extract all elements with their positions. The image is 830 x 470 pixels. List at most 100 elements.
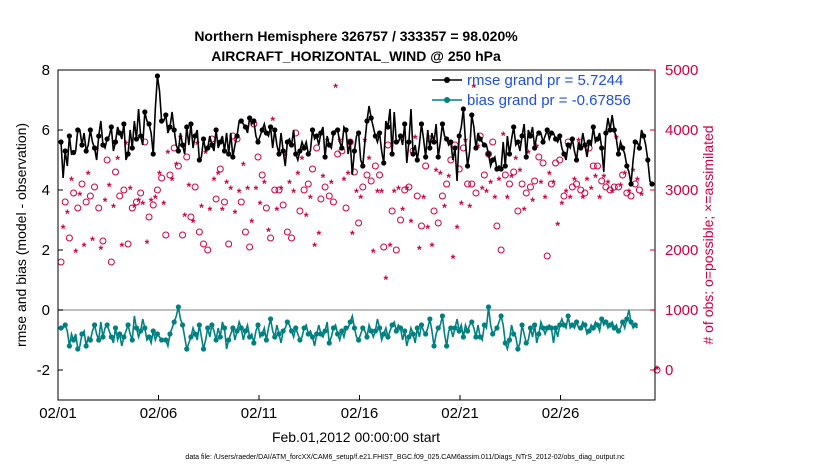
obs-assimilated-marker: * (69, 174, 74, 188)
bias-point (573, 319, 580, 325)
rmse-point (70, 149, 77, 156)
obs-possible-marker (262, 204, 270, 212)
obs-assimilated-marker: * (551, 177, 556, 191)
obs-possible-marker (417, 222, 425, 230)
x-tick-label: 02/01 (39, 405, 77, 422)
bias-point (318, 331, 324, 337)
obs-assimilated-marker: * (78, 189, 83, 203)
obs-assimilated-marker: * (400, 204, 405, 218)
obs-assimilated-marker: * (358, 192, 363, 206)
rmse-point (100, 142, 106, 148)
obs-assimilated-marker: * (308, 192, 313, 206)
obs-assimilated-marker: * (270, 114, 275, 128)
obs-assimilated-marker: * (526, 147, 531, 161)
obs-possible-marker (560, 192, 568, 200)
rmse-point (272, 127, 278, 133)
bias-point (444, 343, 450, 349)
bias-point (146, 334, 152, 340)
bias-point (330, 325, 337, 331)
bias-point (58, 325, 64, 331)
obs-possible-marker (57, 258, 65, 266)
rmse-point (393, 139, 399, 145)
rmse-point (376, 130, 383, 136)
rmse-point (649, 181, 655, 187)
obs-possible-marker (225, 240, 233, 248)
bias-point (414, 325, 420, 331)
bias-point (511, 331, 517, 337)
bias-point (494, 325, 500, 331)
bias-point (335, 331, 341, 337)
obs-possible-marker (107, 258, 115, 266)
obs-possible-marker (593, 162, 601, 170)
bias-point (184, 346, 190, 352)
rmse-point (490, 157, 496, 163)
rmse-point (519, 133, 525, 139)
obs-possible-marker (367, 177, 375, 185)
obs-possible-marker (166, 171, 174, 179)
bias-point (527, 325, 534, 331)
bias-point (276, 331, 282, 337)
bias-point (481, 322, 487, 328)
bias-point (205, 325, 211, 331)
obs-possible-marker (246, 243, 254, 251)
obs-possible-marker (132, 198, 140, 206)
y-left-tick-label: -2 (37, 362, 50, 379)
obs-assimilated-marker: * (103, 195, 108, 209)
obs-assimilated-marker: * (191, 216, 196, 230)
rmse-point (536, 130, 542, 136)
legend-rmse-marker (444, 77, 450, 83)
obs-possible-marker (258, 171, 266, 179)
obs-assimilated-marker: * (249, 216, 254, 230)
bias-point (62, 322, 68, 328)
obs-possible-marker (464, 180, 472, 188)
bias-point (188, 334, 194, 340)
obs-assimilated-marker: * (446, 171, 451, 185)
obs-possible-marker (153, 186, 161, 194)
obs-possible-marker (137, 189, 145, 197)
obs-possible-marker (325, 192, 333, 200)
obs-assimilated-marker: * (145, 237, 150, 251)
obs-assimilated-marker: * (136, 195, 141, 209)
y-axis-left-label: rmse and bias (model - observation) (13, 123, 29, 347)
obs-possible-marker (405, 183, 413, 191)
bias-point (213, 337, 219, 343)
obs-assimilated-marker: * (153, 192, 158, 206)
rmse-point (573, 157, 580, 163)
obs-possible-marker (112, 168, 120, 176)
obs-assimilated-marker: * (409, 216, 414, 230)
rmse-point (200, 136, 207, 142)
obs-assimilated-marker: * (379, 186, 384, 200)
obs-assimilated-marker: * (291, 186, 296, 200)
obs-possible-marker (392, 246, 400, 254)
rmse-point (66, 133, 72, 139)
obs-assimilated-marker: * (161, 198, 166, 212)
y-right-tick-label: 5000 (665, 62, 698, 79)
bias-point (230, 325, 236, 331)
rmse-point (599, 145, 605, 151)
bias-point (272, 334, 278, 340)
bias-point (532, 322, 538, 328)
obs-assimilated-marker: * (321, 171, 326, 185)
rmse-point (159, 118, 165, 124)
rmse-point (247, 115, 253, 121)
rmse-point (473, 145, 479, 151)
bias-point (293, 325, 299, 331)
bias-point (423, 331, 429, 337)
bias-point (100, 334, 106, 340)
obs-assimilated-marker: * (245, 183, 250, 197)
obs-possible-marker (162, 231, 170, 239)
obs-possible-marker (472, 189, 480, 197)
bias-point (603, 319, 609, 325)
rmse-point (251, 118, 257, 124)
obs-assimilated-marker: * (639, 189, 644, 203)
obs-assimilated-marker: * (434, 165, 439, 179)
obs-assimilated-marker: * (295, 168, 300, 182)
rmse-point (138, 133, 144, 139)
bias-point (557, 322, 563, 328)
bias-point (196, 322, 202, 328)
obs-assimilated-marker: * (425, 222, 430, 236)
bias-point (251, 340, 257, 346)
obs-possible-marker (95, 204, 103, 212)
obs-assimilated-marker: * (354, 186, 359, 200)
obs-assimilated-marker: * (618, 180, 623, 194)
